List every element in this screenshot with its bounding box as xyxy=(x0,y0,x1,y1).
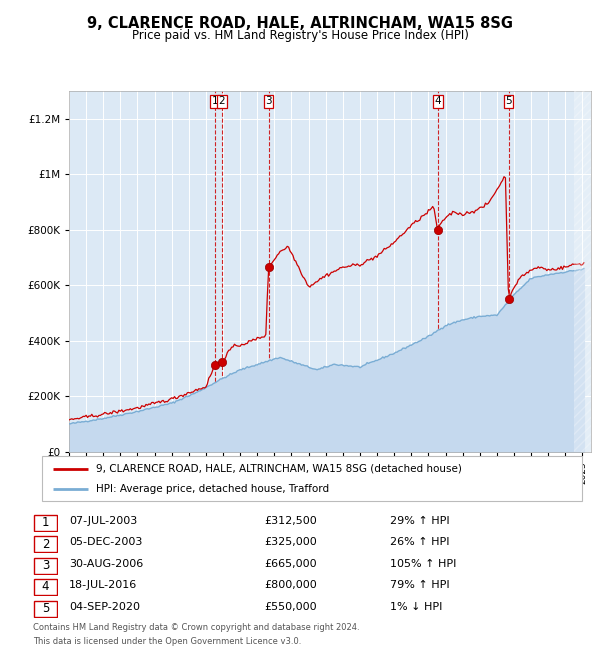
Text: 9, CLARENCE ROAD, HALE, ALTRINCHAM, WA15 8SG (detached house): 9, CLARENCE ROAD, HALE, ALTRINCHAM, WA15… xyxy=(96,463,462,474)
Text: 1: 1 xyxy=(212,96,218,107)
Text: 3: 3 xyxy=(42,559,49,572)
Text: 3: 3 xyxy=(265,96,272,107)
Text: 07-JUL-2003: 07-JUL-2003 xyxy=(69,516,137,526)
Text: HPI: Average price, detached house, Trafford: HPI: Average price, detached house, Traf… xyxy=(96,484,329,495)
Text: 1% ↓ HPI: 1% ↓ HPI xyxy=(390,602,442,612)
Text: 04-SEP-2020: 04-SEP-2020 xyxy=(69,602,140,612)
Text: 4: 4 xyxy=(434,96,441,107)
Text: 79% ↑ HPI: 79% ↑ HPI xyxy=(390,580,449,590)
Text: 4: 4 xyxy=(42,580,49,593)
FancyBboxPatch shape xyxy=(34,515,57,531)
Text: 5: 5 xyxy=(505,96,512,107)
FancyBboxPatch shape xyxy=(42,456,582,500)
Text: 5: 5 xyxy=(42,602,49,615)
Text: 1: 1 xyxy=(42,516,49,529)
FancyBboxPatch shape xyxy=(34,579,57,595)
Text: 30-AUG-2006: 30-AUG-2006 xyxy=(69,559,143,569)
Text: This data is licensed under the Open Government Licence v3.0.: This data is licensed under the Open Gov… xyxy=(33,637,301,646)
Text: £800,000: £800,000 xyxy=(264,580,317,590)
Text: Contains HM Land Registry data © Crown copyright and database right 2024.: Contains HM Land Registry data © Crown c… xyxy=(33,623,359,632)
Text: 105% ↑ HPI: 105% ↑ HPI xyxy=(390,559,457,569)
Text: 26% ↑ HPI: 26% ↑ HPI xyxy=(390,538,449,547)
Text: 2: 2 xyxy=(218,96,225,107)
Text: £312,500: £312,500 xyxy=(264,516,317,526)
Text: 9, CLARENCE ROAD, HALE, ALTRINCHAM, WA15 8SG: 9, CLARENCE ROAD, HALE, ALTRINCHAM, WA15… xyxy=(87,16,513,31)
Text: £665,000: £665,000 xyxy=(264,559,317,569)
Text: £550,000: £550,000 xyxy=(264,602,317,612)
Text: 29% ↑ HPI: 29% ↑ HPI xyxy=(390,516,449,526)
Text: Price paid vs. HM Land Registry's House Price Index (HPI): Price paid vs. HM Land Registry's House … xyxy=(131,29,469,42)
Text: 05-DEC-2003: 05-DEC-2003 xyxy=(69,538,142,547)
FancyBboxPatch shape xyxy=(34,601,57,617)
FancyBboxPatch shape xyxy=(34,536,57,552)
Text: 2: 2 xyxy=(42,538,49,551)
FancyBboxPatch shape xyxy=(34,558,57,574)
Text: 18-JUL-2016: 18-JUL-2016 xyxy=(69,580,137,590)
Text: £325,000: £325,000 xyxy=(264,538,317,547)
